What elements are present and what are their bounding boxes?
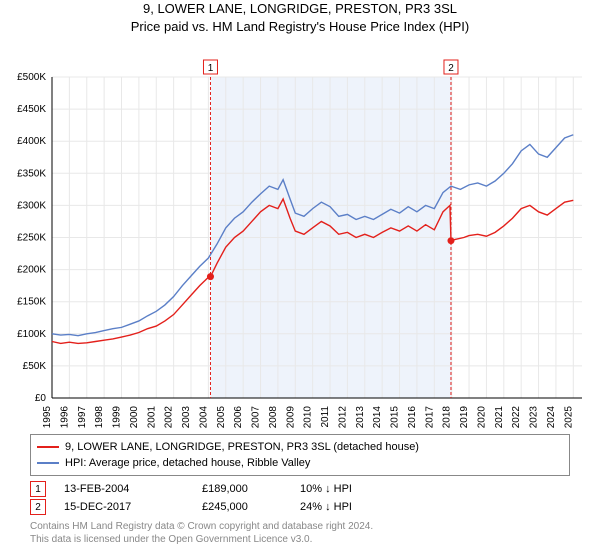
svg-text:2017: 2017 [424, 406, 435, 429]
sales-table: 1 13-FEB-2004 £189,000 10% ↓ HPI 2 15-DEC-201… [30, 480, 570, 516]
svg-text:2015: 2015 [390, 406, 401, 429]
sale-date: 13-FEB-2004 [64, 483, 184, 495]
chart-area: £0 £50K £100K £150K £200K £250K £300K £350K £400… [0, 35, 600, 430]
sale-price: £245,000 [202, 501, 282, 513]
svg-text:£200K: £200K [17, 265, 46, 276]
legend-label: HPI: Average price, detached house, Ribb… [65, 457, 310, 469]
svg-text:2003: 2003 [181, 406, 192, 429]
sale-marker-box: 2 [30, 499, 46, 515]
svg-text:2000: 2000 [129, 406, 140, 429]
svg-text:1: 1 [208, 63, 214, 74]
svg-text:2002: 2002 [164, 406, 175, 429]
svg-text:2023: 2023 [529, 406, 540, 429]
chart-titles: 9, LOWER LANE, LONGRIDGE, PRESTON, PR3 3… [0, 0, 600, 35]
svg-text:1996: 1996 [59, 406, 70, 429]
svg-text:2016: 2016 [407, 406, 418, 429]
svg-text:2020: 2020 [476, 406, 487, 429]
svg-text:2013: 2013 [355, 406, 366, 429]
svg-text:£150K: £150K [17, 297, 46, 308]
sale-diff: 10% ↓ HPI [300, 483, 390, 495]
svg-text:£300K: £300K [17, 200, 46, 211]
svg-text:£0: £0 [35, 393, 47, 404]
svg-text:2007: 2007 [251, 406, 262, 429]
svg-text:2010: 2010 [303, 406, 314, 429]
svg-text:2018: 2018 [442, 406, 453, 429]
svg-text:£400K: £400K [17, 136, 46, 147]
svg-text:1998: 1998 [94, 406, 105, 429]
legend-item: HPI: Average price, detached house, Ribb… [37, 455, 563, 471]
svg-text:1999: 1999 [112, 406, 123, 429]
svg-text:2: 2 [448, 63, 454, 74]
svg-text:2008: 2008 [268, 406, 279, 429]
legend-swatch [37, 446, 59, 448]
svg-text:2021: 2021 [494, 406, 505, 429]
sales-row: 2 15-DEC-2017 £245,000 24% ↓ HPI [30, 498, 570, 516]
title-subtitle: Price paid vs. HM Land Registry's House … [0, 18, 600, 36]
svg-text:2014: 2014 [372, 406, 383, 429]
svg-text:2004: 2004 [198, 406, 209, 429]
svg-text:2019: 2019 [459, 406, 470, 429]
legend-label: 9, LOWER LANE, LONGRIDGE, PRESTON, PR3 3… [65, 441, 419, 453]
sale-date: 15-DEC-2017 [64, 501, 184, 513]
svg-text:2024: 2024 [546, 406, 557, 429]
svg-text:2001: 2001 [146, 406, 157, 429]
svg-text:2012: 2012 [337, 406, 348, 429]
svg-text:1995: 1995 [42, 406, 53, 429]
svg-text:£350K: £350K [17, 168, 46, 179]
svg-text:£100K: £100K [17, 329, 46, 340]
sale-marker-box: 1 [30, 481, 46, 497]
legend-item: 9, LOWER LANE, LONGRIDGE, PRESTON, PR3 3… [37, 439, 563, 455]
svg-text:£500K: £500K [17, 72, 46, 83]
attribution-line1: Contains HM Land Registry data © Crown c… [30, 520, 570, 533]
svg-text:2009: 2009 [285, 406, 296, 429]
sale-diff: 24% ↓ HPI [300, 501, 390, 513]
svg-text:2025: 2025 [563, 406, 574, 429]
svg-text:2005: 2005 [216, 406, 227, 429]
price-chart-svg: £0 £50K £100K £150K £200K £250K £300K £350K £400… [0, 35, 600, 430]
attribution-line2: This data is licensed under the Open Gov… [30, 533, 570, 546]
svg-text:£250K: £250K [17, 233, 46, 244]
sale-price: £189,000 [202, 483, 282, 495]
svg-text:2011: 2011 [320, 406, 331, 428]
svg-text:1997: 1997 [77, 406, 88, 429]
svg-text:£450K: £450K [17, 104, 46, 115]
title-address: 9, LOWER LANE, LONGRIDGE, PRESTON, PR3 3… [0, 0, 600, 18]
svg-text:2022: 2022 [511, 406, 522, 429]
legend: 9, LOWER LANE, LONGRIDGE, PRESTON, PR3 3… [30, 434, 570, 476]
sales-row: 1 13-FEB-2004 £189,000 10% ↓ HPI [30, 480, 570, 498]
svg-text:£50K: £50K [23, 361, 47, 372]
svg-text:2006: 2006 [233, 406, 244, 429]
legend-swatch [37, 462, 59, 464]
attribution: Contains HM Land Registry data © Crown c… [30, 520, 570, 546]
